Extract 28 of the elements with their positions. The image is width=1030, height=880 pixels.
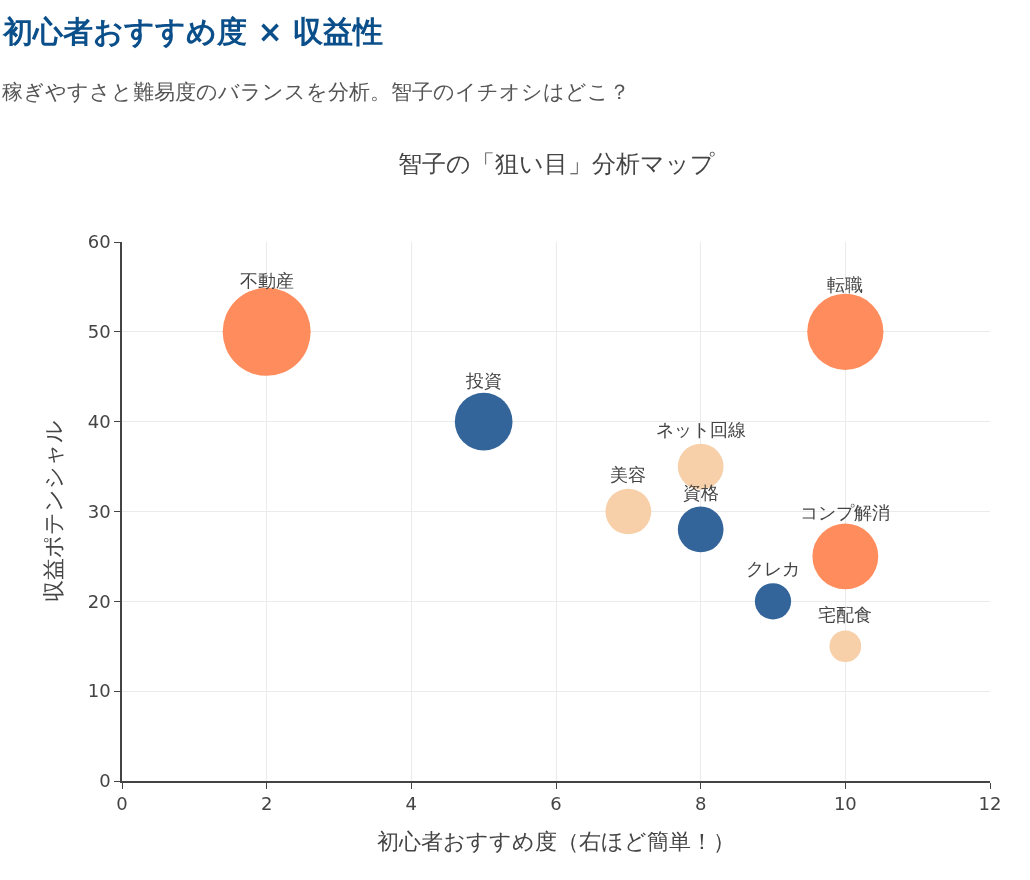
text: 智子の「狙い目」分析マップ	[398, 150, 715, 178]
x-tick-label: 4	[405, 793, 418, 815]
chart-subtitle: 稼ぎやすさと難易度のバランスを分析。智子のイチオシはどこ？	[2, 80, 630, 104]
annotation: 美容	[610, 464, 646, 485]
y-tick-label: 50	[87, 321, 111, 343]
x-tick-label: 8	[694, 793, 707, 815]
x-tick-label: 12	[978, 793, 1002, 815]
y-tick-label: 0	[99, 770, 111, 792]
annotation: コンプ解消	[800, 502, 890, 523]
y-tick-label: 30	[87, 500, 111, 522]
annotation: ネット回線	[656, 419, 746, 440]
y-axis-title: 収益ポテンシャル	[41, 420, 67, 603]
y-tick-label: 10	[87, 680, 111, 702]
y-tick-label: 20	[87, 590, 111, 612]
annotation: 投資	[465, 370, 502, 391]
annotation: 不動産	[240, 270, 294, 291]
annotation: クレカ	[746, 558, 800, 579]
x-tick-label: 2	[260, 793, 273, 815]
x-axis-title: 初心者おすすめ度（右ほど簡単！）	[377, 828, 735, 854]
y-tick-label: 40	[87, 410, 111, 432]
y-tick-label: 60	[87, 231, 111, 253]
x-tick-label: 10	[833, 793, 857, 815]
chart-title: 初心者おすすめ度 × 収益性	[2, 14, 384, 49]
x-tick-label: 0	[116, 793, 128, 815]
annotation: 転職	[827, 274, 863, 295]
x-tick-label: 6	[550, 793, 562, 815]
annotation: 宅配食	[818, 604, 872, 625]
annotation: 資格	[683, 482, 719, 503]
